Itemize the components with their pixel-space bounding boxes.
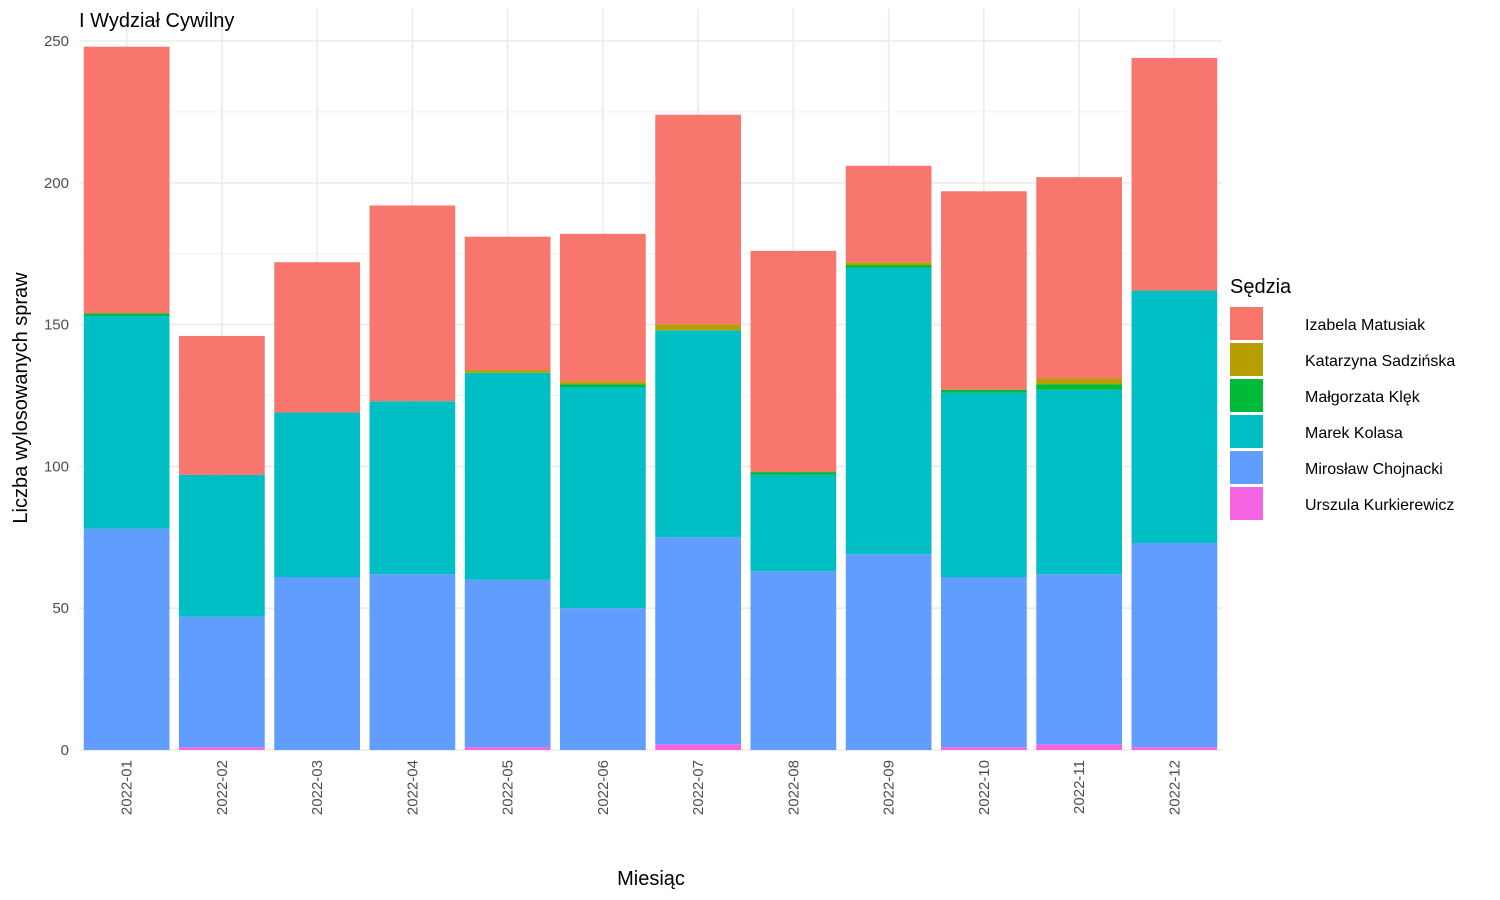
y-tick-label: 50 xyxy=(52,600,69,617)
bar-segment-marek-kolasa xyxy=(1036,389,1122,575)
bar-segment-izabela-matusiak xyxy=(845,165,932,263)
bar-segment-izabela-matusiak xyxy=(1131,58,1218,291)
bar-segment-izabela-matusiak xyxy=(274,262,360,413)
y-tick-label: 100 xyxy=(44,458,69,475)
bar-segment-katarzyna-sadzinska xyxy=(464,369,551,373)
x-tick-label: 2022-06 xyxy=(595,760,612,815)
x-tick-label: 2022-05 xyxy=(500,760,517,815)
x-tick-label: 2022-02 xyxy=(214,760,231,815)
x-tick-label: 2022-04 xyxy=(404,760,421,815)
bar-segment-izabela-matusiak xyxy=(464,236,551,370)
bar-segment-katarzyna-sadzinska xyxy=(1036,378,1122,385)
bar-segment-miroslaw-chojnacki xyxy=(845,554,932,750)
bars xyxy=(83,46,1218,750)
bar-segment-izabela-matusiak xyxy=(179,335,265,475)
bar-segment-urszula-kurkierewicz xyxy=(179,747,265,750)
y-tick-label: 150 xyxy=(44,317,69,334)
bar-segment-izabela-matusiak xyxy=(560,233,646,382)
legend-label: Marek Kolasa xyxy=(1305,425,1403,442)
bar-segment-marek-kolasa xyxy=(83,316,170,529)
bar-segment-miroslaw-chojnacki xyxy=(750,571,837,750)
bar-segment-izabela-matusiak xyxy=(941,191,1027,390)
y-tick-label: 200 xyxy=(44,175,69,192)
x-tick-label: 2022-03 xyxy=(309,760,326,815)
bar-segment-katarzyna-sadzinska xyxy=(655,324,741,331)
bar-segment-urszula-kurkierewicz xyxy=(655,744,741,750)
legend-key xyxy=(1230,487,1263,520)
bar-segment-miroslaw-chojnacki xyxy=(655,537,741,745)
bar-segment-katarzyna-sadzinska xyxy=(845,262,932,266)
x-tick-label: 2022-12 xyxy=(1166,760,1183,815)
bar-segment-miroslaw-chojnacki xyxy=(464,579,551,748)
bar-segment-miroslaw-chojnacki xyxy=(369,574,456,750)
bar-segment-izabela-matusiak xyxy=(655,114,741,325)
bar-segment-marek-kolasa xyxy=(179,474,265,617)
bar-segment-miroslaw-chojnacki xyxy=(83,528,170,750)
legend-label: Katarzyna Sadzińska xyxy=(1305,353,1455,370)
bar-segment-miroslaw-chojnacki xyxy=(1131,542,1218,748)
bar-segment-urszula-kurkierewicz xyxy=(1131,747,1218,750)
x-tick-label: 2022-01 xyxy=(119,760,136,815)
x-axis-ticks: 2022-01 2022-02 2022-03 2022-04 2022-05 2022-… xyxy=(119,760,1184,815)
bar-segment-miroslaw-chojnacki xyxy=(1036,574,1122,745)
bar-segment-urszula-kurkierewicz xyxy=(464,747,551,750)
bar-segment-miroslaw-chojnacki xyxy=(560,608,646,750)
bar-segment-malgorzata-klek xyxy=(1036,384,1122,390)
legend-key xyxy=(1230,307,1263,340)
y-tick-label: 0 xyxy=(61,742,69,759)
legend-label: Izabela Matusiak xyxy=(1305,317,1426,334)
y-axis-title: Liczba wylosowanych spraw xyxy=(10,272,32,524)
x-tick-label: 2022-09 xyxy=(881,760,898,815)
bar-segment-miroslaw-chojnacki xyxy=(179,616,265,748)
legend-key xyxy=(1230,451,1263,484)
bar-segment-marek-kolasa xyxy=(274,412,360,578)
legend-label: Małgorzata Klęk xyxy=(1305,389,1421,406)
bar-segment-malgorzata-klek xyxy=(83,313,170,317)
x-tick-label: 2022-08 xyxy=(785,760,802,815)
bar-segment-izabela-matusiak xyxy=(1036,177,1122,379)
bar-segment-malgorzata-klek xyxy=(560,384,646,387)
y-axis-ticks: 0 50 100 150 200 250 xyxy=(44,33,69,759)
bar-segment-izabela-matusiak xyxy=(369,205,456,402)
legend-label: Mirosław Chojnacki xyxy=(1305,461,1443,478)
x-tick-label: 2022-10 xyxy=(976,760,993,815)
bar-segment-marek-kolasa xyxy=(750,474,837,572)
legend-title: Sędzia xyxy=(1230,276,1292,298)
bar-segment-izabela-matusiak xyxy=(83,46,170,314)
legend-key xyxy=(1230,415,1263,448)
legend-key xyxy=(1230,379,1263,412)
legend-key xyxy=(1230,343,1263,376)
bar-segment-marek-kolasa xyxy=(845,267,932,555)
bar-segment-malgorzata-klek xyxy=(941,389,1027,393)
bar-segment-miroslaw-chojnacki xyxy=(274,577,360,750)
legend: Sędzia Izabela Matusiak Katarzyna Sadzińs… xyxy=(1230,276,1455,520)
bar-segment-malgorzata-klek xyxy=(750,472,837,475)
x-tick-label: 2022-11 xyxy=(1071,760,1088,814)
bar-segment-katarzyna-sadzinska xyxy=(560,381,646,385)
bar-segment-urszula-kurkierewicz xyxy=(941,747,1027,750)
legend-label: Urszula Kurkierewicz xyxy=(1305,497,1454,514)
x-axis-title: Miesiąc xyxy=(617,868,685,890)
x-tick-label: 2022-07 xyxy=(690,760,707,815)
bar-segment-marek-kolasa xyxy=(464,372,551,580)
bar-segment-marek-kolasa xyxy=(1131,290,1218,543)
bar-segment-marek-kolasa xyxy=(655,330,741,538)
bar-segment-urszula-kurkierewicz xyxy=(1036,744,1122,750)
bar-segment-malgorzata-klek xyxy=(845,265,932,268)
bar-segment-miroslaw-chojnacki xyxy=(941,577,1027,748)
bar-segment-marek-kolasa xyxy=(560,386,646,609)
chart-title: I Wydział Cywilny xyxy=(79,10,234,32)
bar-segment-izabela-matusiak xyxy=(750,250,837,473)
bar-segment-marek-kolasa xyxy=(941,392,1027,578)
bar-segment-marek-kolasa xyxy=(369,401,456,575)
y-tick-label: 250 xyxy=(44,33,69,50)
